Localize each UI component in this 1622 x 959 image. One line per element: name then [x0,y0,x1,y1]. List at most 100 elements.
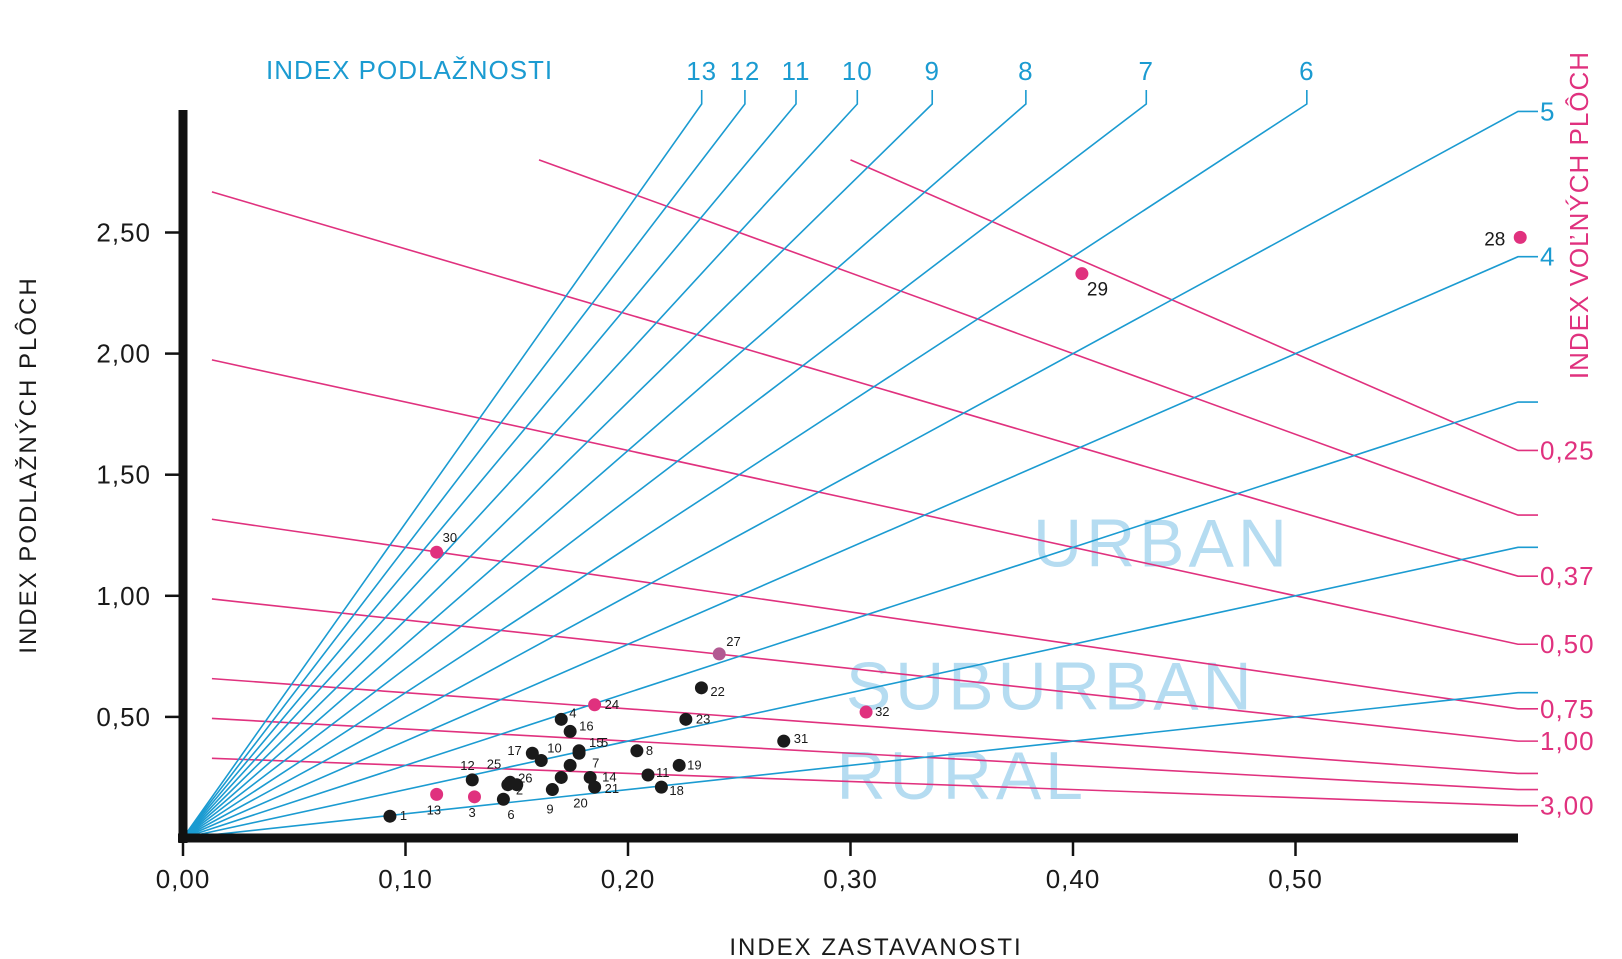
data-point-label: 27 [726,634,740,649]
data-point-4 [554,712,568,726]
data-point-18 [654,780,668,794]
data-point-15 [572,744,586,758]
data-point-8 [630,744,644,758]
data-point-label: 6 [507,807,514,822]
data-point-17 [525,746,539,760]
fsi-tick-label: 6 [1299,56,1314,86]
osr-tick-label: 1,00 [1540,726,1595,756]
osr-line [211,359,1538,646]
data-point-29 [1075,267,1089,281]
fsi-tick-label: 10 [842,56,873,86]
fsi-tick-label: 5 [1540,96,1555,126]
y-tick-label: 1,50 [96,460,151,490]
fsi-line-1 [182,691,1538,839]
data-point-22 [694,681,708,695]
data-point-11 [641,768,655,782]
fsi-tick-label: 4 [1540,242,1555,272]
data-point-label: 9 [546,802,553,817]
x-tick-label: 0,30 [823,864,878,894]
fsi-tick-label: 9 [924,56,939,86]
data-point-label: 4 [569,705,576,720]
fsi-lines: 13 12 11 10 9 8 7 654 [182,56,1555,839]
y-tick-label: 0,50 [96,702,151,732]
zone-label-urban: URBAN [1033,506,1291,582]
data-point-14 [583,770,597,784]
zone-label-rural: RURAL [837,738,1088,814]
data-point-23 [679,712,693,726]
y-tick-label: 1,00 [96,581,151,611]
data-point-label: 13 [427,802,441,817]
data-point-label: 32 [875,704,889,719]
fsi-line-6 [182,90,1308,839]
fsi-line-4 [182,255,1538,839]
osr-tick-label: 0,25 [1540,435,1595,465]
data-point-19 [672,758,686,772]
data-point-label: 8 [646,743,653,758]
data-point-3 [467,790,481,804]
osr-line [211,191,1538,577]
osr-line [538,159,1538,516]
osr-line [211,717,1538,791]
data-point-label: 20 [573,795,587,810]
zone-labels: URBAN SUBURBAN RURAL [837,506,1291,815]
osr-tick-label: 0,75 [1540,694,1595,724]
data-point-label: 10 [547,740,561,755]
data-point-label: 3 [468,805,475,820]
data-point-label: 16 [579,718,593,733]
data-point-label: 28 [1484,229,1505,250]
data-point-label: 15 [589,735,603,750]
osr-tick-label: 0,37 [1540,561,1595,591]
data-point-12 [465,773,479,787]
x-tick-label: 0,50 [1268,864,1323,894]
osr-line [211,518,1538,710]
data-point-label: 23 [696,711,710,726]
y-axis-title: INDEX PODLAŽNÝCH PLÔCH [14,276,42,653]
osr-line [211,598,1538,742]
osr-line [850,159,1538,452]
data-point-27 [712,647,726,661]
fsi-line-11 [182,90,797,839]
fsi-axis-title: INDEX PODLAŽNOSTI [266,55,553,85]
data-points: 1234567891011121314151617181920212223242… [383,229,1527,823]
data-point-26 [503,775,517,789]
data-point-28 [1513,230,1527,244]
data-point-20 [554,770,568,784]
zone-label-suburban: SUBURBAN [846,648,1256,724]
axes: 0,00 0,10 0,20 0,30 0,40 0,50 0,50 1,00 1,50 2,00… [96,110,1518,894]
fsi-tick-label: 12 [729,56,760,86]
osr-tick-label: 3,00 [1540,791,1595,821]
fsi-tick-label: 13 [686,56,717,86]
data-point-9 [545,783,559,797]
data-point-label: 14 [602,769,616,784]
osr-tick-label: 0,50 [1540,629,1595,659]
data-point-label: 19 [687,757,701,772]
fsi-line-13 [182,90,703,839]
fsi-line-2 [182,546,1538,839]
data-point-label: 5 [601,735,608,750]
data-point-13 [430,787,444,801]
osr-line [211,677,1538,775]
data-point-label: 29 [1087,280,1108,301]
fsi-tick-label: 11 [781,56,810,86]
x-tick-label: 0,20 [601,864,656,894]
data-point-label: 31 [794,731,808,746]
y-tick-label: 2,00 [96,339,151,369]
y-tick-label: 2,50 [96,218,151,248]
data-point-label: 22 [710,684,724,699]
data-point-label: 17 [507,743,521,758]
data-point-label: 1 [400,808,407,823]
fsi-tick-label: 8 [1018,56,1033,86]
fsi-line-3 [182,401,1538,839]
data-point-label: 24 [605,697,619,712]
data-point-21 [588,780,602,794]
osr-lines: 0,25 0,37 0,50 0,751,00 3,00 [211,159,1595,821]
data-point-label: 30 [443,530,457,545]
data-point-31 [777,734,791,748]
data-point-16 [563,724,577,738]
fsi-tick-label: 7 [1139,56,1154,86]
data-point-24 [588,698,602,712]
data-point-30 [430,545,444,559]
fsi-line-5 [182,110,1538,839]
data-point-6 [496,792,510,806]
